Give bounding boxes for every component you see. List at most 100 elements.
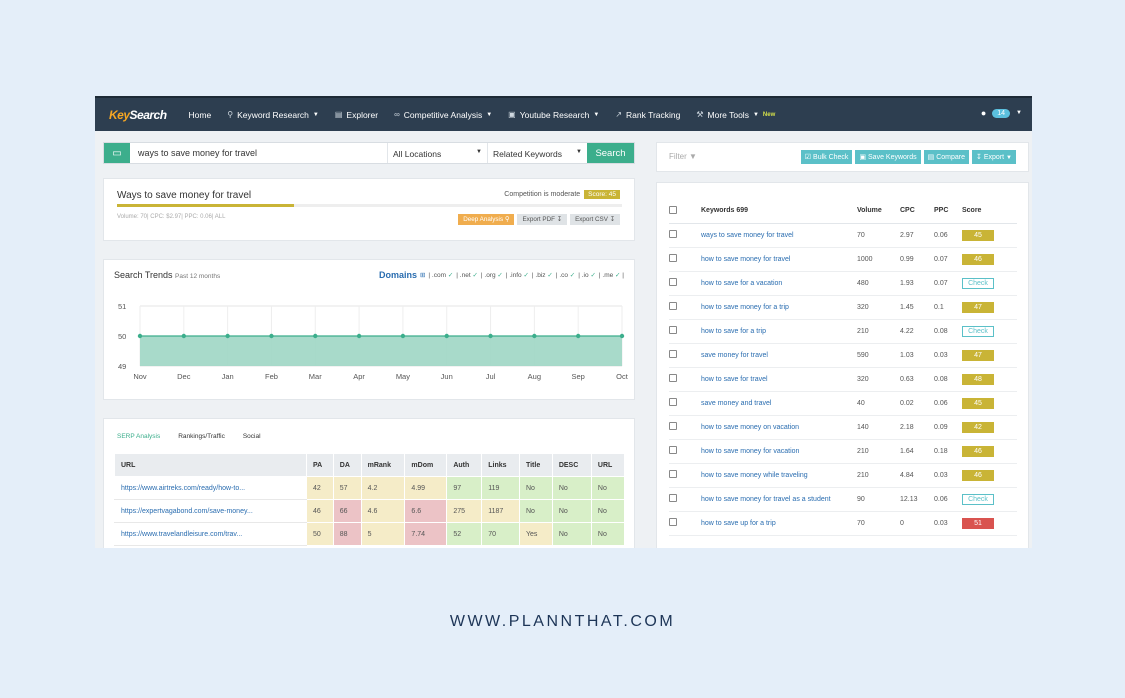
deep-analysis-button[interactable]: Deep Analysis ⚲ (458, 214, 515, 225)
export-pdf-button[interactable]: Export PDF ↧ (517, 214, 568, 225)
col-links[interactable]: Links (481, 453, 520, 477)
cpc-cell: 1.03 (900, 343, 934, 368)
col-title[interactable]: Title (518, 453, 553, 477)
row-select-cell (669, 487, 701, 512)
tab-social[interactable]: Social (242, 433, 261, 440)
row-checkbox[interactable] (669, 470, 677, 478)
plus-box-icon[interactable]: ⊞ (419, 272, 426, 279)
compare-button[interactable]: ▤ Compare (923, 150, 970, 164)
logo[interactable]: KeySearch (109, 108, 167, 122)
domain-me[interactable]: | .me ✓ | (598, 272, 624, 279)
tab-serp-analysis[interactable]: SERP Analysis (117, 433, 161, 440)
nav-keyword-research[interactable]: ⚲ Keyword Research ▼ (227, 110, 319, 120)
nav-keyword-research-label: Keyword Research (237, 109, 309, 120)
serp-cell: 4.99 (404, 476, 448, 500)
bulk-check-button[interactable]: ☑ Bulk Check (800, 150, 853, 164)
domain-org-label: .org (484, 272, 496, 279)
row-checkbox[interactable] (669, 302, 677, 310)
col-cpc[interactable]: CPC (900, 199, 934, 224)
domain-biz[interactable]: | .biz ✓ (531, 272, 553, 279)
domain-io[interactable]: | .io ✓ (578, 272, 596, 279)
row-checkbox[interactable] (669, 398, 677, 406)
domain-biz-label: .biz (535, 272, 546, 279)
row-checkbox[interactable] (669, 422, 677, 430)
search-button[interactable]: Search (587, 143, 634, 163)
check-score-button[interactable]: Check (962, 325, 994, 337)
filter-button[interactable]: Filter ▼ (669, 152, 697, 161)
row-checkbox[interactable] (669, 446, 677, 454)
col-mdom[interactable]: mDom (404, 453, 448, 477)
keyword-link[interactable]: how to save money for travel (701, 247, 857, 272)
filter-label: Filter (669, 152, 687, 161)
row-checkbox[interactable] (669, 326, 677, 334)
keyword-row: ways to save money for travel 70 2.97 0.06 4… (669, 223, 1017, 248)
nav-home[interactable]: Home (189, 110, 212, 120)
col-mrank[interactable]: mRank (360, 453, 406, 477)
col-volume[interactable]: Volume (857, 199, 900, 224)
link-icon: ∞ (394, 110, 400, 119)
row-checkbox[interactable] (669, 374, 677, 382)
row-checkbox[interactable] (669, 494, 677, 502)
domain-info[interactable]: | .info ✓ (505, 272, 529, 279)
user-menu[interactable]: ● 14 ▼ (981, 108, 1022, 118)
nav-explorer[interactable]: ▤ Explorer (335, 110, 378, 120)
col-da[interactable]: DA (332, 453, 362, 477)
col-pa[interactable]: PA (306, 453, 334, 477)
keyword-link[interactable]: save money and travel (701, 391, 857, 416)
check-score-button[interactable]: Check (962, 277, 994, 289)
export-button[interactable]: ↧ Export ▼ (972, 150, 1016, 164)
keyword-link[interactable]: how to save money on vacation (701, 415, 857, 440)
col-keywords[interactable]: Keywords 699 (701, 199, 857, 224)
serp-url-link[interactable]: https://www.travelandleisure.com/trav... (114, 522, 307, 546)
row-checkbox[interactable] (669, 254, 677, 262)
col-score[interactable]: Score (962, 199, 1017, 224)
serp-cell: No (551, 476, 592, 500)
domain-co[interactable]: | .co ✓ (555, 272, 576, 279)
nav-competitive-analysis[interactable]: ∞ Competitive Analysis ▼ (394, 110, 492, 120)
domain-com[interactable]: | .com ✓ (428, 272, 454, 279)
mode-select[interactable]: Related Keywords ▼ (487, 143, 587, 163)
col-url-match[interactable]: URL (590, 453, 626, 477)
keyword-link[interactable]: how to save money while traveling (701, 463, 857, 488)
location-select[interactable]: All Locations ▼ (387, 143, 487, 163)
keyword-link[interactable]: how to save money for a trip (701, 295, 857, 320)
col-auth[interactable]: Auth (446, 453, 483, 477)
row-checkbox[interactable] (669, 518, 677, 526)
volume-cell: 320 (857, 367, 900, 392)
serp-url-link[interactable]: https://expertvagabond.com/save-money... (114, 499, 307, 523)
video-icon: ▣ (508, 110, 516, 119)
keyword-link[interactable]: ways to save money for travel (701, 223, 857, 248)
domain-org[interactable]: | .org ✓ (480, 272, 503, 279)
check-square-icon: ☑ (804, 154, 812, 161)
serp-url-link[interactable]: https://www.airtreks.com/ready/how-to... (114, 476, 307, 500)
serp-cell: 7.74 (404, 522, 448, 546)
save-keywords-button[interactable]: ▣ Save Keywords (855, 150, 921, 164)
col-desc[interactable]: DESC (551, 453, 592, 477)
keyword-link[interactable]: how to save up for a trip (701, 511, 857, 536)
select-all-checkbox[interactable] (669, 205, 677, 214)
keyword-link[interactable]: how to save money for travel as a studen… (701, 487, 857, 512)
serp-table: URL PA DA mRank mDom Auth Links Title DE… (114, 453, 626, 546)
keyword-link[interactable]: how to save for travel (701, 367, 857, 392)
nav-rank-tracking[interactable]: ↗ Rank Tracking (615, 110, 680, 120)
keyword-link[interactable]: how to save for a trip (701, 319, 857, 344)
keyword-link[interactable]: how to save money for vacation (701, 439, 857, 464)
check-score-button[interactable]: Check (962, 493, 994, 505)
nav-youtube-research[interactable]: ▣ Youtube Research ▼ (508, 110, 599, 120)
serp-header-row: URL PA DA mRank mDom Auth Links Title DE… (114, 453, 626, 477)
keyword-link[interactable]: save money for travel (701, 343, 857, 368)
folder-icon[interactable]: ▭ (104, 143, 130, 163)
serp-cell: 42 (306, 476, 334, 500)
nav-more-tools[interactable]: ⚒ More Tools ▼ New (696, 110, 775, 120)
domain-net[interactable]: | .net ✓ (456, 272, 478, 279)
row-checkbox[interactable] (669, 278, 677, 286)
col-url[interactable]: URL (114, 453, 307, 477)
row-checkbox[interactable] (669, 350, 677, 358)
export-csv-button[interactable]: Export CSV ↧ (570, 214, 620, 225)
keyword-link[interactable]: how to save for a vacation (701, 271, 857, 296)
col-ppc[interactable]: PPC (934, 199, 962, 224)
tab-rankings-traffic[interactable]: Rankings/Traffic (178, 433, 225, 440)
score-cell: Check (962, 271, 1017, 296)
row-checkbox[interactable] (669, 230, 677, 238)
keyword-search-input[interactable] (130, 143, 387, 163)
